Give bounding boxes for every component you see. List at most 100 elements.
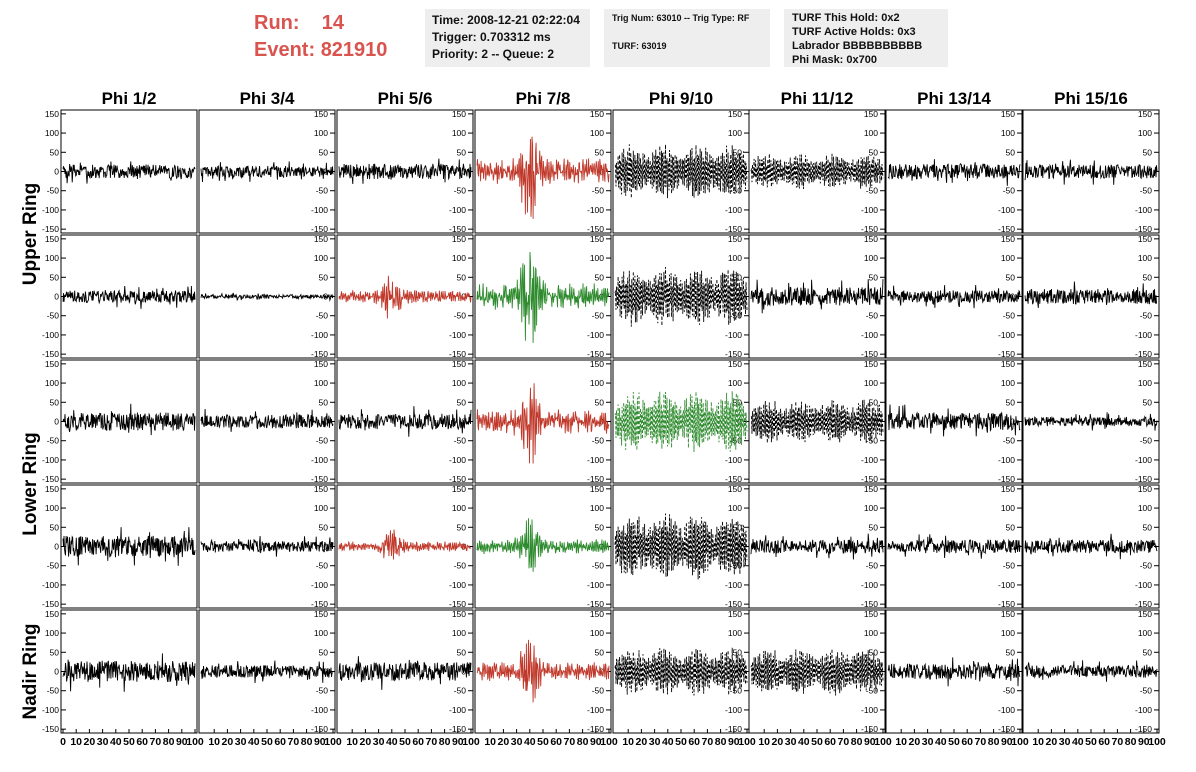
x-tick-label: 10 [484, 736, 496, 748]
y-tick-label: 100 [452, 253, 466, 263]
labrador-text: Labrador BBBBBBBBBB [792, 40, 923, 52]
column-title: Phi 3/4 [240, 89, 295, 108]
x-tick-label: 70 [426, 736, 438, 748]
x-tick-label: 80 [577, 736, 589, 748]
y-tick-label: -100 [1135, 580, 1152, 590]
waveform-grid: Phi 1/2 Phi 3/4 Phi 5/6 Phi 7/8 Phi 9/10 Phi … [20, 89, 1166, 748]
y-tick-label: 0 [599, 167, 604, 177]
y-tick-label: -150 [861, 349, 878, 359]
waveform-trace [1024, 412, 1158, 431]
waveform-trace [887, 534, 1021, 559]
waveform-trace [476, 251, 610, 343]
y-tick-label: 100 [314, 253, 328, 263]
y-tick-label: -50 [592, 311, 605, 321]
x-tick-label: 50 [948, 736, 960, 748]
x-tick-label: 100 [462, 736, 480, 748]
y-tick-label: 150 [45, 359, 59, 369]
y-tick-label: 50 [869, 147, 879, 157]
y-tick-label: -50 [592, 436, 605, 446]
y-tick-label: -50 [47, 186, 60, 196]
y-tick-label: 100 [728, 253, 742, 263]
y-tick-label: 150 [1138, 609, 1152, 619]
waveform-trace [750, 279, 884, 314]
y-tick-label: -150 [449, 474, 466, 484]
y-tick-label: -50 [866, 686, 879, 696]
x-tick-label: 90 [590, 736, 602, 748]
x-tick-label: 50 [399, 736, 411, 748]
y-tick-label: 50 [457, 147, 467, 157]
turf-hold-text: TURF This Hold: 0x2 [792, 12, 900, 24]
x-tick-label: 100 [1148, 736, 1166, 748]
y-tick-label: -150 [1135, 474, 1152, 484]
y-tick-label: -50 [1003, 436, 1016, 446]
y-tick-label: 100 [452, 378, 466, 388]
x-tick-label: 50 [261, 736, 273, 748]
waveform-trace [887, 159, 1021, 186]
y-tick-label: 150 [728, 359, 742, 369]
y-tick-label: -100 [42, 205, 59, 215]
y-tick-label: 100 [1138, 128, 1152, 138]
y-tick-label: -100 [449, 455, 466, 465]
x-tick-label: 10 [1032, 736, 1044, 748]
x-tick-label: 30 [511, 736, 523, 748]
y-tick-label: 50 [1006, 397, 1016, 407]
y-tick-label: 50 [457, 522, 467, 532]
x-tick-label: 100 [874, 736, 892, 748]
y-tick-label: 150 [590, 609, 604, 619]
x-tick-label: 40 [110, 736, 122, 748]
x-tick-label: 90 [864, 736, 876, 748]
y-tick-label: 50 [869, 647, 879, 657]
y-tick-label: -100 [42, 705, 59, 715]
waveform-trace [614, 144, 748, 199]
y-tick-label: 150 [1001, 234, 1015, 244]
x-tick-label: 20 [222, 736, 234, 748]
y-tick-label: -150 [42, 224, 59, 234]
y-tick-label: 50 [733, 647, 743, 657]
column-title: Phi 7/8 [516, 89, 571, 108]
y-tick-label: -150 [998, 474, 1015, 484]
y-tick-label: -150 [861, 474, 878, 484]
y-tick-label: 50 [733, 522, 743, 532]
x-tick-label: 40 [798, 736, 810, 748]
x-tick-label: 90 [314, 736, 326, 748]
y-tick-label: 50 [319, 647, 329, 657]
y-tick-label: -150 [998, 349, 1015, 359]
x-tick-label: 10 [758, 736, 770, 748]
y-tick-label: -50 [47, 311, 60, 321]
phi-mask-text: Phi Mask: 0x700 [792, 54, 877, 66]
x-tick-label: 10 [895, 736, 907, 748]
y-tick-label: 150 [728, 234, 742, 244]
y-tick-label: 0 [54, 417, 59, 427]
waveform-trace [338, 656, 472, 690]
y-tick-label: 0 [1010, 417, 1015, 427]
y-tick-label: -100 [587, 580, 604, 590]
y-tick-label: -100 [449, 330, 466, 340]
y-tick-label: -150 [311, 474, 328, 484]
y-tick-label: 50 [595, 522, 605, 532]
waveform-trace [476, 518, 610, 572]
y-tick-label: -100 [449, 205, 466, 215]
waveform-trace [338, 158, 472, 185]
y-tick-label: -50 [730, 311, 743, 321]
y-tick-label: 150 [45, 484, 59, 494]
y-tick-label: -100 [1135, 705, 1152, 715]
y-tick-label: -150 [1135, 224, 1152, 234]
y-tick-label: 0 [323, 667, 328, 677]
column-title: Phi 1/2 [102, 89, 157, 108]
y-tick-label: -150 [861, 224, 878, 234]
x-tick-label: 40 [1072, 736, 1084, 748]
y-tick-label: 150 [590, 359, 604, 369]
y-tick-label: -50 [866, 311, 879, 321]
waveform-trace [200, 660, 334, 684]
y-tick-label: -50 [47, 686, 60, 696]
x-tick-label: 60 [688, 736, 700, 748]
y-tick-label: 150 [1138, 359, 1152, 369]
y-tick-label: -100 [861, 580, 878, 590]
y-tick-label: -100 [725, 705, 742, 715]
x-tick-label: 70 [288, 736, 300, 748]
y-tick-label: -50 [1140, 186, 1153, 196]
x-tick-label: 10 [622, 736, 634, 748]
y-tick-label: 150 [590, 234, 604, 244]
turf-active-text: TURF Active Holds: 0x3 [792, 26, 916, 38]
x-tick-label: 100 [600, 736, 618, 748]
